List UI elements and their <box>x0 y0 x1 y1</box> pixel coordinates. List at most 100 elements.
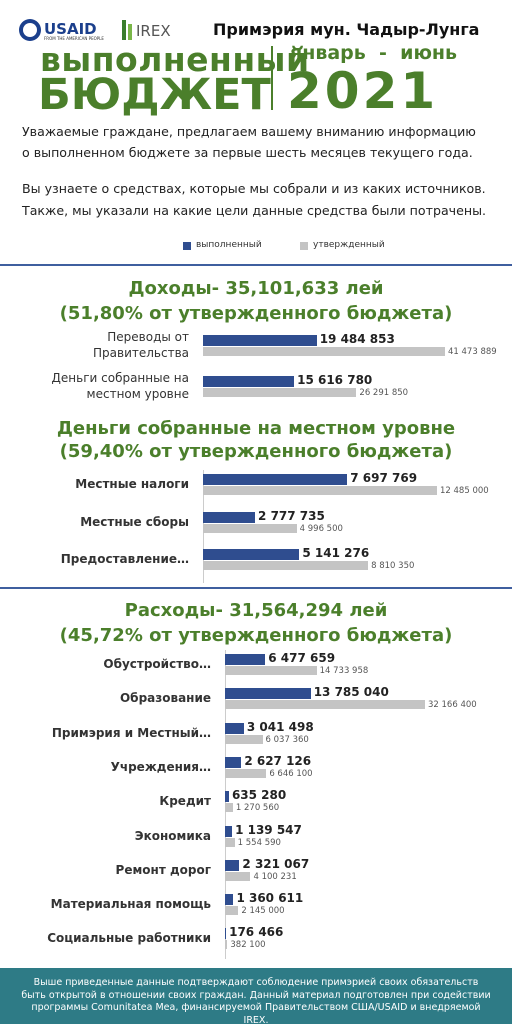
value-label: 13 785 040 <box>313 685 389 700</box>
chart-subtitle: (51,80% от утвержденного бюджета) <box>59 303 453 324</box>
irex-icon <box>122 20 126 40</box>
title-line-2: БЮДЖЕТ <box>38 70 271 120</box>
value-label: 2 777 735 <box>258 508 325 523</box>
usaid-tagline: FROM THE AMERICAN PEOPLE <box>44 36 104 41</box>
value-label: 382 100 <box>230 940 266 951</box>
bar <box>203 474 348 485</box>
header-graphics <box>19 19 273 110</box>
category-label: Материальная помощь <box>50 897 211 912</box>
category-label: Местные налоги <box>75 477 189 491</box>
legend-swatch <box>183 242 191 250</box>
value-label: 14 733 958 <box>319 666 369 676</box>
bar <box>225 825 233 837</box>
category-label: Ремонт дорог <box>115 862 211 877</box>
value-label: 7 697 769 <box>350 471 418 485</box>
bar <box>225 803 233 813</box>
value-label: 19 484 853 <box>319 332 395 346</box>
value-label: 12 485 000 <box>440 486 489 496</box>
bar <box>225 722 244 734</box>
bar <box>203 549 300 560</box>
value-label: 4 996 500 <box>299 523 343 534</box>
category-label: Переводы от Правительства <box>93 330 189 360</box>
chart-title: Доходы- 35,101,633 лей <box>128 278 384 299</box>
value-label: 1 139 547 <box>235 822 302 837</box>
value-label: 1 554 590 <box>237 837 281 848</box>
value-label: 3 041 498 <box>246 719 314 734</box>
footer: Выше приведенные данные подтверждают соб… <box>0 968 512 1024</box>
chart-title: Деньги собранные на местном уровне <box>56 418 456 439</box>
category-label: Примэрия и Местный… <box>51 725 211 740</box>
bar <box>225 666 317 675</box>
footer-text: Выше приведенные данные подтверждают соб… <box>21 977 491 1024</box>
year: 2021 <box>287 62 439 120</box>
legend-swatch <box>300 242 308 250</box>
title-line-1: выполненный <box>40 40 310 79</box>
period: январь - июнь <box>290 42 458 64</box>
legend-label: выполненный <box>196 240 262 250</box>
bar <box>225 871 251 881</box>
chart-title: Расходы- 31,564,294 лей <box>124 600 388 621</box>
category-label: Экономика <box>134 828 211 843</box>
irex-logo: IREX <box>136 22 171 40</box>
bar <box>225 894 234 906</box>
bar <box>225 756 242 768</box>
bar <box>203 523 297 533</box>
bar <box>203 388 357 397</box>
value-label: 2 627 126 <box>244 753 312 768</box>
bar <box>203 561 369 570</box>
value-label: 2 145 000 <box>241 906 285 917</box>
bar <box>225 768 267 778</box>
value-label: 32 166 400 <box>428 700 477 711</box>
bar <box>203 511 256 523</box>
value-label: 8 810 350 <box>371 561 415 571</box>
value-label: 1 270 560 <box>235 803 280 814</box>
value-label: 6 037 360 <box>265 734 309 745</box>
legend-label: утвержденный <box>313 240 385 250</box>
bar <box>225 654 266 665</box>
bar <box>203 376 295 387</box>
value-label: 4 100 231 <box>253 871 297 882</box>
bar <box>225 906 239 916</box>
chart-subtitle: (45,72% от утвержденного бюджета) <box>59 625 453 646</box>
bar <box>203 486 437 495</box>
intro-text: Также, мы указали на какие цели данные с… <box>22 203 487 218</box>
bar <box>225 700 425 710</box>
bar <box>225 837 235 847</box>
bar <box>225 734 263 744</box>
bar <box>225 859 240 871</box>
intro-text: Вы узнаете о средствах, которые мы собра… <box>22 181 486 196</box>
category-label: Социальные работники <box>47 931 211 946</box>
bar <box>225 688 311 700</box>
category-label: Учреждения… <box>110 759 211 774</box>
usaid-seal-inner <box>23 23 37 37</box>
irex-icon <box>128 24 132 40</box>
value-label: 5 141 276 <box>302 546 370 560</box>
bar <box>225 928 227 940</box>
value-label: 1 360 611 <box>236 891 304 906</box>
org-name: Примэрия мун. Чадыр-Лунга <box>213 20 480 39</box>
value-label: 6 477 659 <box>268 651 336 665</box>
category-label: Обустройство… <box>103 657 211 671</box>
bar <box>225 940 228 950</box>
category-label: Предоставление… <box>60 552 189 566</box>
separator <box>0 587 512 589</box>
usaid-logo: USAID <box>44 20 97 38</box>
category-label: Кредит <box>159 794 211 809</box>
intro-text: Уважаемые граждане, предлагаем вашему вн… <box>22 124 476 139</box>
value-label: 176 466 <box>229 925 284 940</box>
intro-text: о выполненном бюджете за первые шесть ме… <box>22 145 473 160</box>
chart-subtitle: (59,40% от утвержденного бюджета) <box>59 441 453 462</box>
value-label: 15 616 780 <box>297 373 373 387</box>
value-label: 26 291 850 <box>359 388 409 398</box>
category-label: Деньги собранные на местном уровне <box>51 371 189 401</box>
separator <box>0 264 512 266</box>
bar <box>225 791 229 803</box>
value-label: 41 473 889 <box>448 347 497 357</box>
category-label: Местные сборы <box>80 514 189 529</box>
value-label: 635 280 <box>231 788 287 803</box>
value-label: 2 321 067 <box>242 856 310 871</box>
category-label: Образование <box>119 691 211 706</box>
bar <box>203 335 317 346</box>
bar <box>203 347 445 356</box>
